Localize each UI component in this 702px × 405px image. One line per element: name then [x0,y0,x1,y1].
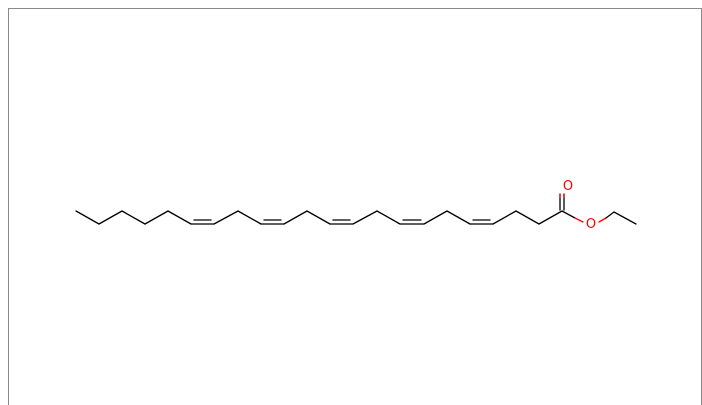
single-bond [144,210,169,225]
single-bond [515,210,540,225]
single-bond [538,210,563,225]
ester-c-o-bond-oxygen-end [574,217,584,223]
single-bond [283,210,308,225]
single-bond [352,210,378,225]
single-bond [423,210,448,225]
single-bond [167,210,192,225]
bond-group [75,193,637,225]
single-bond [75,210,100,225]
single-bond [213,210,239,225]
ester-c-o-bond [561,210,576,219]
ester-o-ethyl-bond-oxygen-end [598,217,607,223]
structure-canvas [8,8,702,405]
single-bond [492,210,517,225]
single-bond [376,210,401,225]
ethyl-bond [613,211,637,225]
single-bond [306,210,331,225]
ester-oxygen-label: O [586,217,596,232]
ester-o-ethyl-bond [605,211,615,219]
single-bond [98,210,123,225]
single-bond [237,210,262,225]
single-bond [121,210,146,225]
single-bond [446,210,471,225]
carbonyl-oxygen-label: O [563,179,573,194]
